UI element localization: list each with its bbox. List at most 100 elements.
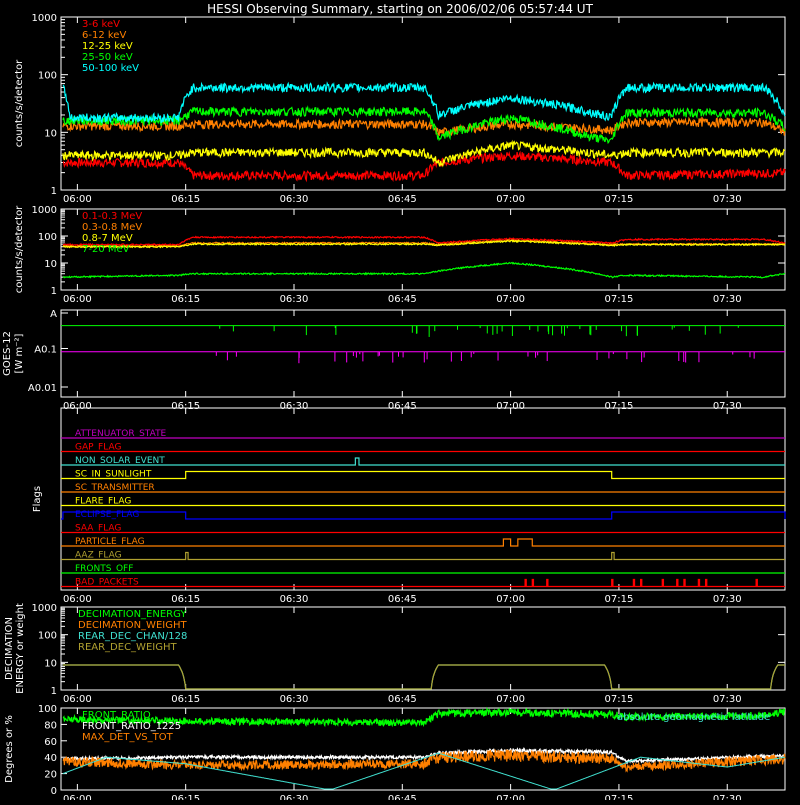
flag-line-eclipse-flag (61, 511, 786, 520)
x-tick-label: 07:30 (713, 401, 742, 412)
legend-entry: DECIMATION_WEIGHT (78, 620, 187, 631)
panel-flags: 06:00 06:15 06:30 06:45 07:00 07:15 07:30 Flags… (32, 407, 786, 605)
flag-label: ECLIPSE_FLAG (75, 510, 139, 520)
legend-entry: 0.3-0.8 MeV (82, 222, 142, 233)
panel-frame (60, 707, 786, 791)
x-tick-label: 07:00 (496, 594, 525, 605)
flag-line-sc-in-sunlight (61, 470, 785, 480)
legend-entry: 3-6 keV (82, 19, 120, 30)
y-tick-label: 10 (44, 128, 57, 139)
x-tick-label: 06:00 (63, 294, 92, 305)
series-25-50-kev (62, 105, 786, 145)
legend-entry: 25-50 keV (82, 52, 133, 63)
panel-low-energy: 06:00 06:15 06:30 06:45 07:00 07:15 07:30 1 10 10… (14, 13, 786, 205)
x-tick-label: 07:30 (713, 794, 742, 800)
y-tick-label: 80 (44, 720, 57, 731)
y-tick-label: 100 (38, 71, 57, 82)
series-max-det-vs-tot (62, 748, 786, 773)
panel-frame (60, 16, 786, 191)
y-tick-label: 1 (51, 686, 57, 697)
flag-label: SAA_FLAG (75, 524, 121, 534)
legend-entry: 12-25 keV (82, 41, 133, 52)
y-axis-label: GOES-12 (2, 331, 13, 376)
y-tick-label: 0 (51, 786, 57, 797)
series-12-25-kev (62, 139, 786, 168)
panel-frame (60, 309, 786, 398)
y-tick-label: 1 (51, 286, 57, 297)
y-tick-label: 20 (44, 770, 57, 781)
y-axis-label: counts/s/detector (14, 205, 25, 293)
x-tick-label: 07:15 (605, 294, 634, 305)
y-tick-label: 1000 (32, 13, 57, 24)
series-6-12-kev (62, 116, 786, 137)
x-tick-label: 07:15 (605, 694, 634, 705)
x-tick-label: 06:45 (388, 294, 417, 305)
x-tick-label: 06:30 (280, 194, 309, 205)
flag-line-non-solar-event (61, 457, 785, 466)
legend-entry: 0.8-7 MeV (82, 233, 133, 244)
legend-entry: FRONT_RATIO (82, 710, 151, 721)
x-tick-label: 06:15 (171, 594, 200, 605)
flag-label: BAD_PACKETS (75, 578, 139, 588)
y-tick-label: 100 (38, 232, 57, 243)
legend-entry: 0.1-0.3 MeV (82, 211, 142, 222)
x-tick-label: 06:15 (171, 194, 200, 205)
series-front-ratio (62, 706, 786, 728)
flag-label: FRONTS_OFF (75, 564, 133, 574)
series-0-8-7-mev (62, 239, 786, 249)
series-0-1-0-3-mev (62, 235, 786, 247)
x-tick-label: 07:15 (605, 594, 634, 605)
series-7-20-mev (62, 261, 786, 279)
panel-frame (60, 407, 786, 591)
y-tick-label: A0.01 (28, 383, 57, 394)
x-tick-label: 06:00 (63, 194, 92, 205)
x-tick-label: 06:15 (171, 401, 200, 412)
x-tick-label: 06:30 (280, 294, 309, 305)
x-tick-label: 07:00 (496, 194, 525, 205)
x-tick-label: 07:15 (605, 794, 634, 800)
x-tick-label: 06:00 (63, 794, 92, 800)
y-tick-label: 60 (44, 737, 57, 748)
flag-label: PARTICLE_FLAG (75, 537, 145, 547)
flag-label: GAP_FLAG (75, 443, 121, 453)
panel-high-energy: 06:00 06:15 06:30 06:45 07:00 07:15 07:30 1 10 10… (14, 205, 786, 305)
x-tick-label: 06:30 (280, 794, 309, 800)
y-tick-label: 1000 (32, 603, 57, 614)
x-tick-label: 06:45 (388, 794, 417, 800)
flag-label: AAZ_FLAG (75, 551, 122, 561)
flag-label: SC_TRANSMITTER (75, 483, 155, 493)
x-tick-label: 07:00 (496, 294, 525, 305)
x-tick-label: 06:45 (388, 401, 417, 412)
legend-entry: 6-12 keV (82, 30, 126, 41)
flag-label: ATTENUATOR_STATE (75, 429, 167, 439)
x-tick-label: 07:30 (713, 694, 742, 705)
y-axis-label: ENERGY or weight (15, 603, 26, 694)
x-tick-label: 07:00 (496, 401, 525, 412)
panel-ratios: 06:00 06:15 06:30 06:45 07:00 07:15 07:30 0 20 40… (4, 704, 786, 805)
panel-decimation: 06:00 06:15 06:30 06:45 07:00 07:15 07:30 1 10 10… (4, 603, 786, 705)
legend-entry: DECIMATION_ENERGY (78, 609, 187, 620)
y-unit-label: [W m⁻²] (14, 333, 25, 373)
x-tick-label: 06:00 (63, 594, 92, 605)
x-tick-label: 06:45 (388, 694, 417, 705)
x-tick-label: 07:15 (605, 194, 634, 205)
annotation-geomagnetic-latitude: absolute geomagnetic latitude (617, 712, 770, 723)
panel-frame (60, 606, 786, 691)
x-tick-label: 07:00 (496, 694, 525, 705)
flag-line-aaz-flag (61, 551, 785, 561)
x-tick-label: 06:45 (388, 194, 417, 205)
flag-line-particle-flag (61, 538, 785, 547)
flag-label: NON_SOLAR_EVENT (75, 456, 165, 466)
y-tick-label: 40 (44, 753, 57, 764)
x-tick-label: 07:30 (713, 594, 742, 605)
y-axis-label: DECIMATION (4, 617, 15, 680)
x-tick-label: 06:00 (63, 694, 92, 705)
series-rear-dec-weight (62, 664, 785, 690)
y-axis-label: counts/s/detector (14, 59, 25, 147)
series-3-6-kev (62, 150, 786, 183)
y-axis-label: Degrees or % (4, 715, 15, 783)
y-axis-label: Flags (32, 486, 43, 512)
x-tick-label: 06:45 (388, 594, 417, 605)
